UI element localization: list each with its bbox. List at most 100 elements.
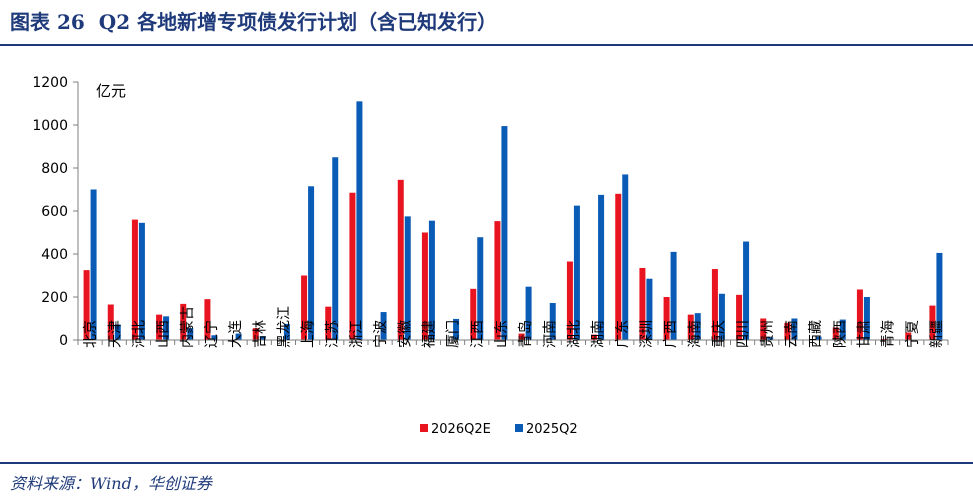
x-tick-label: 贵州: [760, 320, 776, 348]
y-tick-label: 200: [41, 290, 68, 306]
x-tick-label: 云南: [784, 320, 800, 348]
legend-swatch: [420, 424, 428, 432]
bar-2025Q2: [90, 189, 97, 340]
x-tick-label: 宁夏: [904, 320, 921, 348]
bar-2025Q2: [187, 328, 194, 340]
x-tick-label: 广东: [615, 320, 631, 348]
bar-2026Q2E: [639, 267, 646, 340]
x-tick-label: 天津: [107, 320, 123, 348]
legend-item-2025Q2: 2025Q2: [515, 422, 578, 437]
y-tick-label: 800: [41, 161, 68, 177]
x-tick-label: 青海: [881, 320, 897, 348]
bar-2026Q2E: [784, 322, 791, 340]
bar-2025Q2: [525, 286, 532, 340]
bar-2025Q2: [743, 241, 750, 340]
bar-2025Q2: [549, 303, 556, 340]
bars: [83, 101, 943, 340]
bar-2025Q2: [211, 335, 218, 340]
bar-2025Q2: [283, 323, 290, 340]
title-divider: [0, 44, 973, 46]
x-tick-label: 大连: [228, 320, 244, 348]
bar-2025Q2: [718, 293, 725, 340]
y-tick-label: 600: [41, 204, 68, 220]
legend: 2026Q2E 2025Q2: [420, 422, 578, 437]
figure-title-text: Q2 各地新增专项债发行计划（含已知发行）: [98, 10, 498, 34]
bar-2026Q2E: [204, 299, 211, 340]
bar-2026Q2E: [518, 333, 525, 340]
bar-2026Q2E: [566, 261, 573, 340]
x-tick-label: 北京: [83, 320, 99, 348]
x-tick-label: 西藏: [808, 320, 824, 348]
y-tick-label: 1200: [32, 75, 68, 91]
x-tick-label: 宁波: [372, 320, 389, 348]
bar-2026Q2E: [325, 306, 332, 340]
legend-label: 2025Q2: [526, 422, 578, 437]
bar-2025Q2: [791, 318, 798, 340]
bar-2025Q2: [646, 278, 653, 340]
x-tick-label: 海南: [687, 320, 703, 348]
y-axis-unit-label: 亿元: [96, 82, 126, 100]
x-tick-label: 四川: [736, 320, 752, 348]
bar-2025Q2: [308, 186, 315, 340]
bar-2025Q2: [477, 237, 484, 340]
bar-2026Q2E: [349, 192, 356, 340]
bar-2026Q2E: [156, 314, 163, 340]
x-tick-label: 辽宁: [203, 320, 220, 348]
x-tick-label: 浙江: [349, 320, 365, 348]
bar-2025Q2: [356, 101, 363, 340]
bar-2026Q2E: [131, 219, 138, 340]
bar-2025Q2: [839, 319, 846, 340]
bar-2025Q2: [332, 157, 339, 340]
x-tick-label: 河北: [131, 320, 147, 348]
x-tick-label: 甘肃: [856, 320, 872, 348]
figure-title: 图表 26 Q2 各地新增专项债发行计划（含已知发行）: [10, 6, 497, 35]
x-tick-label: 山西: [156, 320, 172, 348]
bar-2026Q2E: [397, 179, 404, 340]
x-tick-label: 福建: [421, 320, 437, 348]
bar-2025Q2: [453, 318, 460, 340]
x-tick-label: 湖北: [566, 320, 582, 348]
bar-2025Q2: [622, 174, 629, 340]
bar-2026Q2E: [421, 232, 428, 340]
x-tick-label: 山东: [494, 320, 510, 348]
x-tick-label: 河南: [542, 320, 558, 348]
x-tick-label: 重庆: [711, 320, 727, 348]
bar-2026Q2E: [687, 314, 694, 340]
bar-2025Q2: [138, 222, 145, 340]
bar-2026Q2E: [663, 297, 670, 340]
x-tick-label: 内蒙古: [180, 306, 196, 348]
x-tick-label: 陕西: [832, 320, 848, 348]
bar-2025Q2: [380, 312, 387, 340]
x-tick-label: 青岛: [518, 320, 534, 348]
y-tick-label: 0: [59, 333, 68, 349]
bar-2025Q2: [404, 216, 411, 340]
bar-2025Q2: [259, 336, 266, 340]
bar-2026Q2E: [591, 334, 598, 340]
bar-2025Q2: [573, 205, 580, 340]
bar-2025Q2: [163, 316, 170, 340]
bar-2026Q2E: [180, 303, 187, 340]
legend-item-2026Q2E: 2026Q2E: [420, 422, 491, 437]
bar-2026Q2E: [760, 318, 767, 340]
x-tick-label: 安徽: [397, 320, 413, 348]
bar-2025Q2: [767, 337, 774, 340]
x-axis: 北京 天津 河北 山西 内蒙古 辽宁 大连 吉林 黑龙江 上海 江苏 浙江 宁波 安徽 福建 厦门 江西 山东 青岛…: [77, 306, 949, 348]
bar-2026Q2E: [881, 338, 888, 340]
bar-2026Q2E: [615, 193, 622, 340]
x-tick-label: 江苏: [325, 320, 341, 348]
bar-2026Q2E: [832, 327, 839, 340]
x-tick-label: 广西: [663, 320, 679, 348]
bar-2026Q2E: [736, 294, 743, 340]
bar-2025Q2: [670, 251, 677, 340]
bar-2025Q2: [501, 126, 508, 340]
bar-2025Q2: [815, 336, 822, 340]
bar-2026Q2E: [107, 304, 114, 340]
bar-2025Q2: [114, 324, 121, 340]
bar-2026Q2E: [252, 328, 259, 340]
figure-label: 图表 26: [10, 10, 85, 34]
x-tick-label: 黑龙江: [276, 306, 292, 348]
bar-chart: 亿元 0 200 400 600 800 1000 1200 北京 天津 河北 山西 内蒙古 辽宁 大连…: [32, 75, 949, 437]
bar-2026Q2E: [856, 289, 863, 340]
y-tick-label: 1000: [32, 118, 68, 134]
bar-2026Q2E: [905, 332, 912, 340]
